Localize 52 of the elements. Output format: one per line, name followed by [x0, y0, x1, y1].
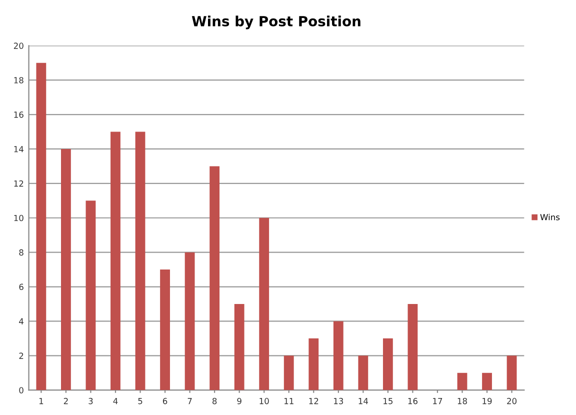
bar [110, 132, 120, 390]
x-tick-label: 11 [284, 398, 294, 404]
x-tick-label: 6 [162, 398, 168, 404]
legend-label: Wins [540, 214, 560, 220]
bar [160, 270, 170, 390]
x-tick-label: 2 [64, 398, 68, 404]
bar [184, 252, 195, 390]
bar [506, 356, 517, 390]
y-tick-label: 4 [19, 318, 24, 324]
bar [86, 200, 96, 390]
y-tick-label: 12 [14, 180, 24, 187]
y-tick-label: 8 [19, 249, 24, 256]
bar [382, 338, 393, 390]
bar [284, 356, 294, 390]
bar [36, 62, 46, 390]
x-tick-label: 1 [39, 398, 44, 404]
y-tick-label: 10 [14, 214, 24, 222]
x-tick-label: 8 [212, 398, 217, 404]
x-tick-label: 3 [88, 398, 93, 404]
y-tick-label: 6 [19, 284, 24, 290]
x-tick-label: 13 [334, 398, 344, 404]
y-tick-label: 18 [14, 77, 24, 84]
x-tick-label: 7 [188, 398, 192, 404]
x-tick-label: 15 [384, 398, 393, 404]
y-tick-label: 2 [19, 352, 24, 359]
bar [259, 218, 270, 390]
bar [358, 356, 368, 390]
x-tick-label: 9 [237, 398, 242, 404]
bar [333, 321, 344, 390]
x-tick-label: 20 [507, 398, 517, 404]
bar [457, 372, 468, 390]
bar [234, 304, 244, 390]
y-tick-label: 20 [14, 42, 24, 49]
x-tick-label: 19 [482, 398, 492, 404]
bar [61, 148, 71, 390]
x-tick-label: 10 [260, 398, 269, 404]
bar [482, 372, 492, 390]
bar [135, 132, 146, 390]
chart-title: Wins by Post Position [192, 16, 360, 30]
y-tick-label: 14 [14, 146, 24, 152]
y-tick-label: 16 [14, 112, 24, 118]
x-tick-label: 4 [113, 398, 118, 404]
y-tick-label: 0 [19, 387, 24, 394]
x-tick-label: 5 [138, 398, 142, 404]
x-tick-label: 14 [358, 398, 368, 404]
x-tick-label: 12 [309, 398, 318, 404]
x-tick-label: 18 [458, 398, 467, 404]
x-tick-label: 17 [433, 398, 442, 404]
x-tick-label: 16 [408, 398, 418, 404]
bar [210, 166, 220, 390]
bar [408, 304, 418, 390]
bar [308, 338, 319, 390]
